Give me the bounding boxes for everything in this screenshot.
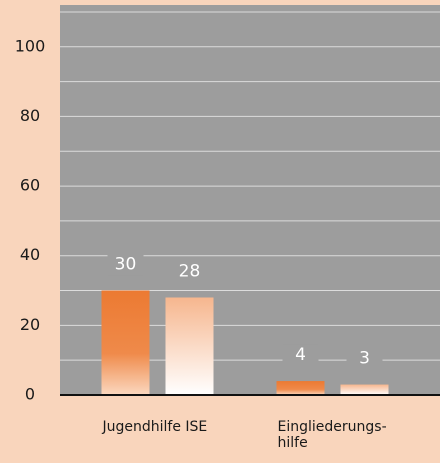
label-bg: [107, 253, 144, 276]
x-tick-label: Jugendhilfe ISE: [102, 419, 208, 435]
data-label: 28: [179, 262, 201, 282]
bar: [276, 381, 325, 395]
data-label: 3: [359, 349, 370, 369]
label-bg: [346, 347, 383, 370]
data-label: 30: [115, 255, 137, 275]
y-tick-label: 0: [25, 385, 35, 404]
bar: [165, 297, 214, 395]
y-tick-label: 80: [20, 106, 40, 125]
bar: [101, 290, 150, 395]
y-tick-label: 40: [20, 245, 40, 264]
label-bg: [171, 260, 208, 283]
x-tick-label: Eingliederungs- hilfe: [277, 419, 387, 451]
data-label: 4: [295, 345, 306, 365]
label-bg: [282, 344, 319, 367]
bar: [340, 384, 389, 395]
y-tick-label: 20: [20, 315, 40, 334]
y-tick-label: 100: [15, 36, 46, 55]
y-tick-label: 60: [20, 176, 40, 195]
